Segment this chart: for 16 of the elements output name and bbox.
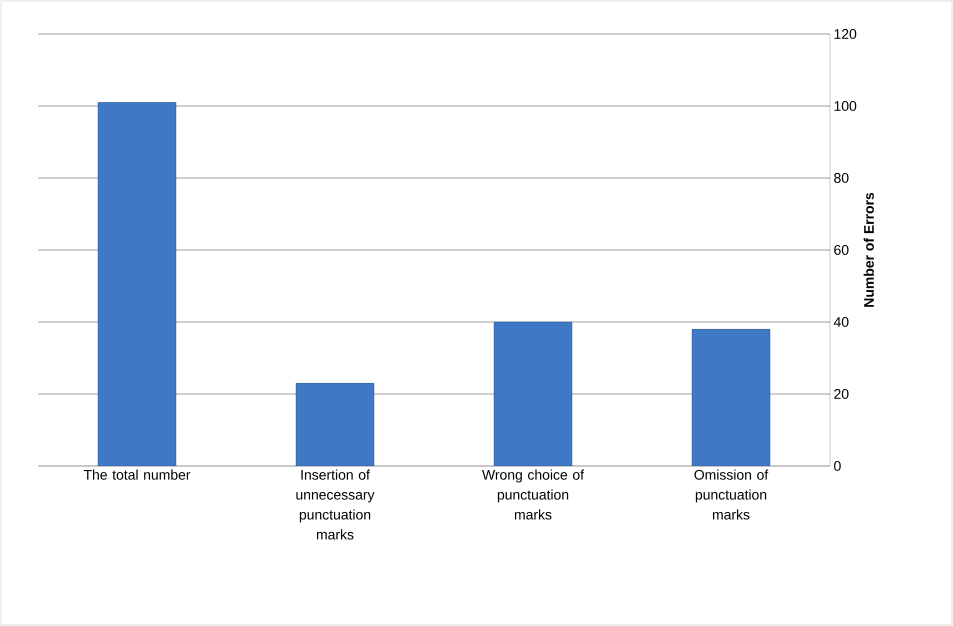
x-tick-label: The total number xyxy=(84,470,190,480)
bar xyxy=(296,382,374,466)
y-axis-title: Number of Errors xyxy=(864,192,874,307)
bar xyxy=(494,322,572,466)
y-tick-label: 100 xyxy=(834,101,856,111)
y-tick-label: 0 xyxy=(834,461,841,471)
x-tick-label: Omission of punctuation marks xyxy=(694,470,768,520)
y-tick-label: 120 xyxy=(834,29,856,39)
y-tick-label: 60 xyxy=(834,245,848,255)
y-tick-label: 80 xyxy=(834,173,848,183)
x-tick-label: Insertion of unnecessary punctuation marks xyxy=(296,470,375,540)
x-tick-label: Wrong choice of punctuation marks xyxy=(482,470,584,520)
y-tick-label: 20 xyxy=(834,389,848,399)
bar xyxy=(98,102,176,466)
bar xyxy=(692,328,770,466)
y-tick-label: 40 xyxy=(834,317,848,327)
